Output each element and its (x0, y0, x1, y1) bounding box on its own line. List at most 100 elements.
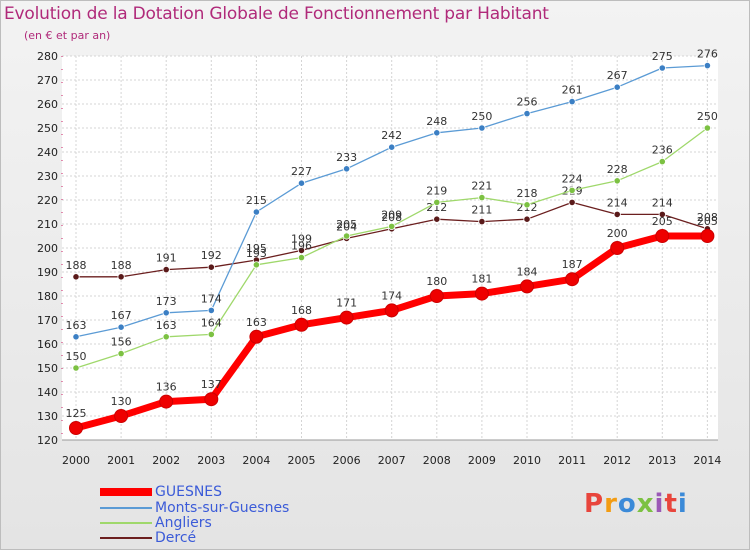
data-point-monts-sur-guesnes (117, 323, 125, 331)
data-point-derce (613, 210, 621, 218)
data-point-derce (568, 198, 576, 206)
data-point-guesnes (474, 286, 489, 301)
y-tick-label: 270 (37, 74, 58, 87)
data-point-guesnes (520, 279, 534, 294)
y-tick-label: 230 (37, 170, 58, 183)
data-point-guesnes (204, 392, 219, 407)
chart-subtitle: (en € et par an) (24, 29, 111, 42)
data-label-monts-sur-guesnes: 261 (562, 84, 583, 97)
data-point-monts-sur-guesnes (613, 83, 621, 91)
data-point-monts-sur-guesnes (523, 110, 531, 118)
data-point-guesnes (384, 303, 399, 318)
data-point-monts-sur-guesnes (658, 64, 666, 72)
y-tick-label: 140 (37, 386, 58, 399)
data-label-monts-sur-guesnes: 174 (201, 292, 222, 305)
data-point-derce (72, 273, 80, 281)
data-label-angliers: 209 (381, 208, 402, 221)
data-point-monts-sur-guesnes (478, 124, 486, 132)
x-tick-label: 2000 (62, 454, 90, 467)
legend-label: Dercé (155, 530, 197, 546)
data-label-monts-sur-guesnes: 173 (156, 295, 177, 308)
data-point-angliers (433, 198, 441, 206)
x-tick-label: 2012 (603, 454, 631, 467)
legend-label: GUESNES (155, 484, 223, 500)
data-label-monts-sur-guesnes: 250 (471, 110, 492, 123)
data-label-monts-sur-guesnes: 248 (426, 115, 447, 128)
data-label-guesnes: 180 (426, 275, 447, 288)
data-point-angliers (703, 124, 712, 132)
data-point-angliers (658, 158, 666, 166)
y-tick-label: 190 (37, 266, 58, 279)
x-tick-label: 2003 (197, 454, 225, 467)
data-label-angliers: 224 (562, 172, 583, 185)
data-label-derce: 188 (111, 259, 132, 272)
logo-letter: P (584, 489, 605, 519)
data-point-guesnes (249, 329, 264, 344)
data-label-monts-sur-guesnes: 256 (517, 96, 538, 109)
y-tick-label: 200 (37, 242, 58, 255)
data-label-angliers: 163 (156, 319, 177, 332)
data-point-angliers (72, 364, 80, 372)
data-point-monts-sur-guesnes (342, 165, 351, 173)
y-tick-label: 250 (37, 122, 58, 135)
data-label-monts-sur-guesnes: 275 (652, 50, 673, 63)
data-label-derce: 191 (156, 252, 177, 265)
data-label-guesnes: 130 (111, 395, 132, 408)
data-label-angliers: 150 (66, 350, 87, 363)
data-label-monts-sur-guesnes: 163 (66, 319, 87, 332)
legend-label: Angliers (155, 515, 212, 531)
data-label-angliers: 236 (652, 144, 673, 157)
data-point-angliers (297, 254, 306, 262)
proxiti-logo: Proxiti (584, 489, 688, 519)
data-label-angliers: 193 (246, 247, 267, 260)
data-point-angliers (207, 330, 215, 338)
x-tick-label: 2001 (107, 454, 135, 467)
data-point-derce (117, 273, 125, 281)
y-tick-label: 160 (37, 338, 58, 351)
data-point-derce (658, 210, 666, 218)
data-label-guesnes: 187 (562, 258, 583, 271)
y-tick-label: 180 (37, 290, 58, 303)
data-point-guesnes (700, 229, 715, 243)
data-label-guesnes: 200 (607, 227, 628, 240)
data-point-derce (162, 265, 170, 274)
data-label-guesnes: 168 (291, 304, 312, 317)
x-tick-label: 2009 (468, 454, 496, 467)
data-point-guesnes (565, 272, 580, 287)
data-label-monts-sur-guesnes: 215 (246, 194, 267, 207)
data-point-monts-sur-guesnes (297, 179, 306, 187)
data-label-derce: 188 (66, 259, 87, 272)
data-label-angliers: 250 (697, 110, 718, 123)
legend-swatch (100, 488, 152, 496)
data-label-monts-sur-guesnes: 233 (336, 151, 357, 164)
data-label-derce: 214 (652, 196, 673, 209)
legend-swatch (100, 537, 152, 539)
data-label-derce: 208 (381, 211, 402, 224)
logo-letter: i (677, 489, 688, 519)
data-label-guesnes: 137 (201, 378, 222, 391)
x-tick-label: 2002 (152, 454, 180, 467)
data-label-angliers: 221 (471, 180, 492, 193)
y-tick-label: 220 (37, 194, 58, 207)
data-label-monts-sur-guesnes: 167 (111, 309, 132, 322)
data-point-angliers (613, 177, 621, 185)
data-point-guesnes (429, 289, 444, 303)
data-label-guesnes: 184 (517, 265, 538, 278)
data-point-guesnes (69, 421, 83, 435)
data-point-monts-sur-guesnes (568, 98, 576, 106)
data-label-derce: 212 (426, 201, 447, 214)
data-point-guesnes (159, 394, 174, 409)
data-label-derce: 208 (697, 211, 718, 224)
data-point-guesnes (114, 409, 129, 423)
y-tick-label: 280 (37, 50, 58, 63)
data-point-guesnes (339, 310, 354, 325)
data-point-derce (523, 215, 531, 223)
data-label-angliers: 205 (336, 218, 357, 231)
y-tick-label: 210 (37, 218, 58, 231)
data-label-monts-sur-guesnes: 242 (381, 129, 402, 142)
data-point-derce (478, 218, 486, 226)
legend-swatch (100, 522, 152, 524)
data-label-monts-sur-guesnes: 276 (697, 48, 718, 61)
data-label-angliers: 164 (201, 316, 222, 329)
